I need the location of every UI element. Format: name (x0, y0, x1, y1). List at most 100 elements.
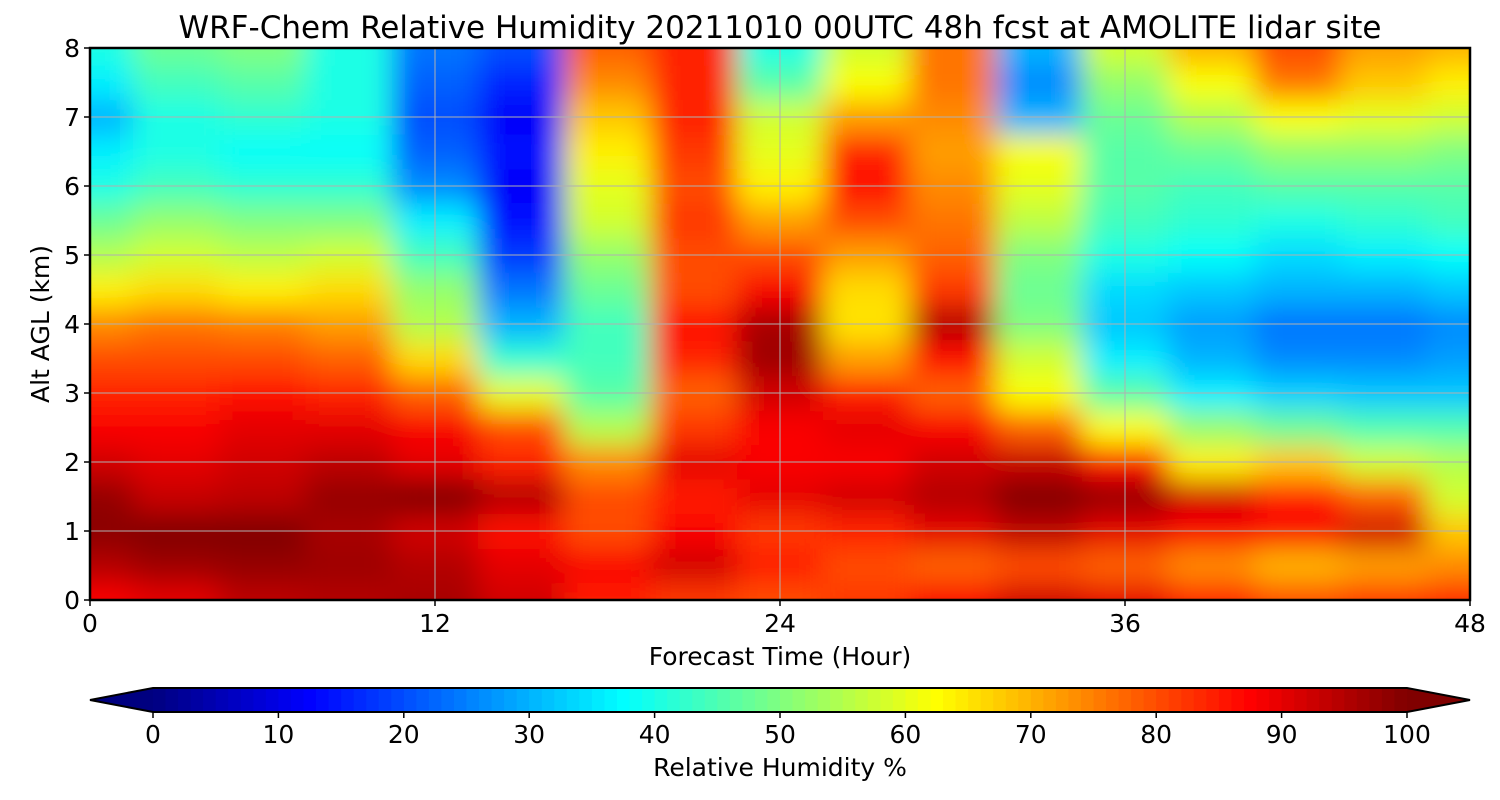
heatmap-cell (133, 410, 220, 446)
colorbar-segment (1030, 688, 1044, 712)
heatmap-cell (995, 203, 1083, 239)
heatmap-cell (1340, 48, 1428, 66)
colorbar-segment (855, 688, 869, 712)
colorbar-segment (1331, 688, 1345, 712)
heatmap-cell (305, 134, 393, 170)
colorbar-segment (353, 688, 367, 712)
colorbar-segment (316, 688, 330, 712)
heatmap-cell (1426, 582, 1470, 600)
colorbar-segment (917, 688, 932, 712)
colorbar-segment (905, 688, 919, 712)
colorbar-segment (1231, 688, 1245, 712)
heatmap-cell (1254, 548, 1342, 584)
colorbar-segment (1256, 688, 1270, 712)
heatmap-cell (823, 341, 910, 377)
heatmap-cell (564, 134, 652, 170)
colorbar-segment (1344, 688, 1358, 712)
heatmap-cell (90, 134, 134, 170)
heatmap-cell (564, 65, 652, 101)
heatmap-cell (90, 582, 134, 600)
heatmap-cell (650, 341, 738, 377)
heatmap-cell (1426, 48, 1470, 66)
heatmap-cell (823, 203, 910, 239)
colorbar-segment (290, 688, 305, 712)
colorbar-segment (178, 688, 192, 712)
colorbar-segment (1243, 688, 1258, 712)
heatmap-cell (1426, 203, 1470, 239)
colorbar-segment (805, 688, 819, 712)
heatmap-cell (133, 479, 220, 515)
heatmap-cell (650, 48, 738, 66)
y-tick-label: 8 (64, 34, 80, 63)
heatmap-cell (650, 65, 738, 101)
heatmap-cell (650, 272, 738, 308)
heatmap-cell (909, 134, 997, 170)
heatmap-cell (995, 479, 1083, 515)
heatmap-cell (90, 203, 134, 239)
heatmap-cell (1426, 272, 1470, 308)
heatmap-cell (1254, 134, 1342, 170)
y-tick-label: 2 (64, 448, 80, 477)
heatmap-cell (133, 65, 220, 101)
colorbar-segment (1181, 688, 1195, 712)
heatmap-cell (564, 548, 652, 584)
y-tick-label: 5 (64, 241, 80, 270)
heatmap-cell (564, 272, 652, 308)
colorbar-segment (591, 688, 606, 712)
colorbar-segment (1080, 688, 1095, 712)
heatmap-cell (650, 479, 738, 515)
heatmap-cell (478, 203, 565, 239)
x-tick-label: 12 (419, 609, 451, 638)
colorbar-segment (1068, 688, 1082, 712)
heatmap-cell (1426, 479, 1470, 515)
colorbar-tick-label: 90 (1266, 720, 1298, 749)
heatmap-cell (1340, 582, 1428, 600)
colorbar-segment (403, 688, 417, 712)
colorbar-segment (692, 688, 706, 712)
colorbar-segment (165, 688, 179, 712)
heatmap-cell (1426, 548, 1470, 584)
colorbar-segment (341, 688, 355, 712)
heatmap-cell (133, 582, 220, 600)
colorbar-segment (1319, 688, 1333, 712)
colorbar-segment (955, 688, 969, 712)
colorbar-segment (391, 688, 405, 712)
colorbar-segment (780, 688, 794, 712)
colorbar-segment (479, 688, 493, 712)
heatmap-cell (564, 410, 652, 446)
heatmap-cell (305, 410, 393, 446)
colorbar-segment (366, 688, 380, 712)
colorbar-segment (1193, 688, 1207, 712)
colorbar-tick-label: 40 (639, 720, 671, 749)
heatmap-cell (909, 479, 997, 515)
heatmap-cell (90, 410, 134, 446)
colorbar-segment (554, 688, 568, 712)
heatmap-cell (133, 341, 220, 377)
colorbar-segment (453, 688, 468, 712)
heatmap-cell (823, 272, 910, 308)
heatmap-cell (478, 410, 565, 446)
heatmap-cell (90, 272, 134, 308)
colorbar-segment (968, 688, 982, 712)
x-tick-label: 24 (764, 609, 796, 638)
heatmap-cell (90, 548, 134, 584)
heatmap-cell (219, 410, 307, 446)
colorbar-tick-label: 20 (388, 720, 420, 749)
heatmap-cell (478, 582, 565, 600)
y-axis-label: Alt AGL (km) (26, 245, 55, 403)
heatmap-cell (1340, 272, 1428, 308)
colorbar-segment (892, 688, 906, 712)
colorbar-segment (792, 688, 806, 712)
heatmap-cell (478, 548, 565, 584)
colorbar-extend-high (1407, 688, 1470, 712)
heatmap-cell (1254, 48, 1342, 66)
heatmap-cell (650, 548, 738, 584)
heatmap-cell (305, 548, 393, 584)
colorbar-segment (930, 688, 944, 712)
colorbar-segment (153, 688, 167, 712)
heatmap-cell (1340, 479, 1428, 515)
colorbar-label: Relative Humidity % (653, 753, 907, 782)
heatmap-cell (305, 272, 393, 308)
heatmap-cell (305, 479, 393, 515)
colorbar-tick-label: 80 (1140, 720, 1172, 749)
